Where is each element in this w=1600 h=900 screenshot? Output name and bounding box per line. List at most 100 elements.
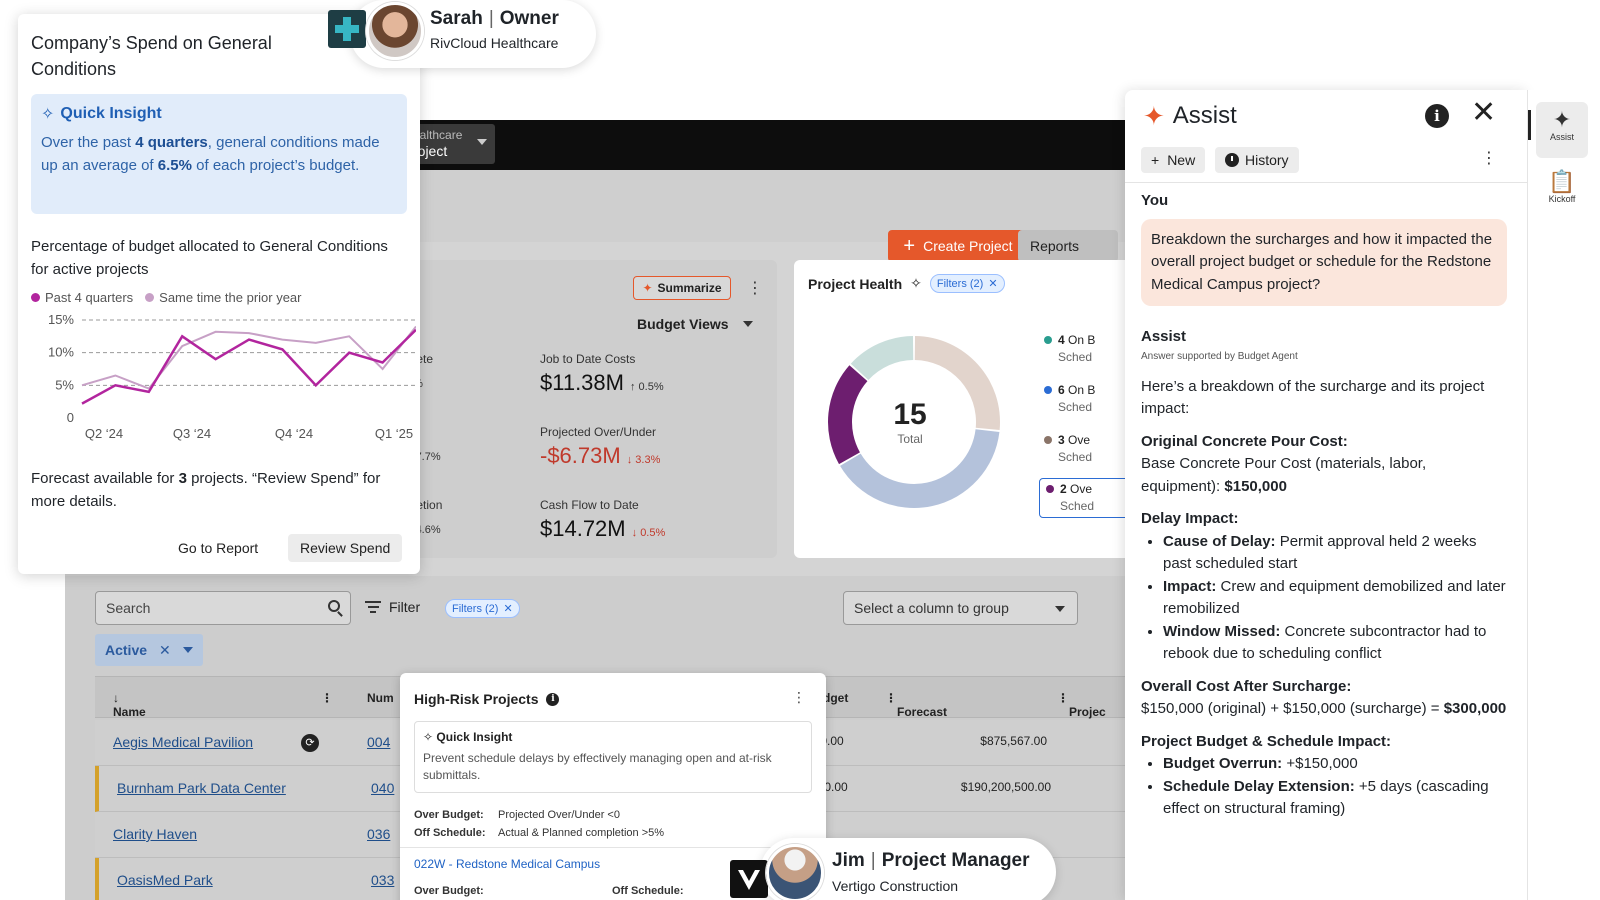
insight-highlight: 6.5%	[157, 156, 192, 174]
review-spend-button[interactable]: Review Spend	[288, 534, 403, 562]
summarize-button[interactable]: ✦ Summarize	[633, 276, 731, 300]
series-line-prior-year	[81, 325, 416, 390]
section-title: Original Concrete Pour Cost:	[1141, 432, 1348, 450]
persona-role: Owner	[499, 8, 559, 29]
persona-name-role: Jim | Project Manager	[832, 850, 1030, 871]
donut-total-label: Total	[897, 432, 923, 446]
line-chart: 15% 10% 5% 0 Q2 ‘24 Q3 ‘24 Q4 ‘24 Q1 ‘25	[48, 312, 416, 441]
forecast-text: Forecast available for 3 projects. “Revi…	[31, 468, 391, 513]
health-legend-item-selected[interactable]: 2 Ove Sched	[1039, 478, 1134, 518]
col-header-num[interactable]: Num	[367, 691, 394, 705]
legend-dot	[1044, 386, 1052, 394]
info-icon[interactable]: i	[1425, 104, 1449, 128]
donut-segment[interactable]	[850, 336, 914, 380]
y-tick-label: 5%	[55, 377, 74, 392]
user-label: You	[1141, 192, 1169, 209]
list-item: Window Missed: Concrete subcontractor ha…	[1163, 621, 1507, 666]
avatar	[366, 2, 424, 60]
health-legend-item[interactable]: 3 Ove Sched	[1044, 432, 1092, 466]
go-to-report-button[interactable]: Go to Report	[178, 540, 259, 556]
section-body: $150,000 (original) + $150,000 (surcharg…	[1141, 698, 1507, 721]
sparkle-icon: ✧	[423, 730, 434, 744]
col-header-name[interactable]: Name # ↓	[113, 691, 146, 733]
list-item-key: Impact:	[1163, 577, 1217, 595]
chart-title: Percentage of budget allocated to Genera…	[31, 238, 388, 278]
column-menu-icon[interactable]: ⋮	[321, 691, 333, 705]
insight-highlight: 4 quarters	[135, 134, 208, 151]
metric-fragment-sub-value: 7.7%	[415, 451, 441, 463]
close-icon[interactable]: ✕	[503, 603, 513, 615]
chat-transcript: You Breakdown the surcharges and how it …	[1141, 190, 1507, 831]
project-name-link[interactable]: OasisMed Park	[117, 872, 213, 888]
persona-pill-jim: Jim | Project Manager Vertigo Construction	[730, 838, 1056, 900]
chevron-down-icon[interactable]	[182, 647, 193, 653]
project-number-link[interactable]: 033	[371, 872, 395, 888]
filters-chip[interactable]: Filters (2) ✕	[445, 599, 520, 618]
project-name-link[interactable]: Burnham Park Data Center	[117, 780, 286, 796]
kebab-menu-icon[interactable]: ⋮	[792, 689, 806, 705]
filter-button[interactable]: Filter	[365, 599, 420, 615]
high-risk-title: High-Risk Projects i	[414, 691, 560, 707]
legend-item[interactable]: Past 4 quarters	[31, 290, 133, 305]
info-icon[interactable]: i	[546, 692, 560, 706]
search-icon[interactable]	[328, 600, 340, 612]
active-filter-chip[interactable]: Active ✕	[95, 634, 203, 666]
project-number-link[interactable]: 004	[367, 734, 391, 750]
project-selector[interactable]: ealthcare roject	[405, 124, 495, 164]
donut-segment[interactable]	[840, 429, 1000, 509]
insight-text: , general conditions made up an average …	[41, 134, 380, 174]
legend-label: Ove	[1070, 482, 1093, 496]
criteria-value: Projected Over/Under <0	[498, 809, 620, 821]
health-legend-item[interactable]: 4 On B Sched	[1044, 332, 1095, 366]
sort-down-icon[interactable]: ↓	[113, 691, 119, 705]
col-header-forecast[interactable]: ⋮ Forecast to Complete	[885, 691, 952, 747]
section-title: Delay Impact:	[1141, 510, 1239, 527]
forecast-text-part: projects. “Review Spend” for more detail…	[31, 470, 381, 510]
donut-segment[interactable]	[914, 336, 1000, 430]
criteria-label: Off Schedule:	[414, 827, 486, 839]
col-header-proj[interactable]: ⋮ Projec	[1057, 691, 1106, 719]
close-icon[interactable]: ✕	[988, 278, 998, 290]
quick-insight-box: ✧ Quick Insight Prevent schedule delays …	[414, 721, 812, 793]
section-title: Project Budget & Schedule Impact:	[1141, 732, 1392, 750]
create-project-button[interactable]: + Create Project	[888, 230, 1028, 262]
close-icon[interactable]: ✕	[1471, 96, 1497, 129]
project-link[interactable]: 022W - Redstone Medical Campus	[414, 857, 601, 871]
project-number-link[interactable]: 040	[371, 780, 395, 796]
legend-count: 6	[1058, 383, 1065, 397]
new-chat-button[interactable]: + New	[1141, 147, 1206, 173]
group-by-select[interactable]: Select a column to group	[843, 591, 1078, 625]
persona-company: RivCloud Healthcare	[430, 35, 559, 51]
health-legend-item[interactable]: 6 On B Sched	[1044, 382, 1095, 416]
history-button[interactable]: History	[1215, 147, 1299, 173]
budget-views-dropdown[interactable]: Budget Views	[637, 316, 753, 332]
criteria-label: Over Budget:	[414, 809, 484, 821]
kebab-menu-icon[interactable]: ⋮	[747, 280, 763, 297]
criteria-off-schedule: Off Schedule: Actual & Planned completion…	[414, 827, 664, 839]
list-item: Budget Overrun: +$150,000	[1163, 753, 1507, 776]
delay-impact-list: Cause of Delay: Permit approval held 2 w…	[1163, 531, 1507, 666]
rail-item-kickoff[interactable]: 📋 Kickoff	[1536, 164, 1588, 220]
project-selector-value: roject	[413, 143, 448, 159]
over-budget-label: Over Budget:	[414, 885, 484, 897]
filters-chip[interactable]: Filters (2) ✕	[929, 274, 1005, 293]
legend-item[interactable]: Same time the prior year	[145, 290, 302, 305]
search-input[interactable]: Search	[95, 591, 351, 625]
close-icon[interactable]: ✕	[159, 641, 171, 658]
avatar	[766, 844, 824, 900]
persona-role: Project Manager	[881, 850, 1030, 871]
legend-sub: Sched	[1058, 449, 1093, 464]
budget-impact-list: Budget Overrun: +$150,000 Schedule Delay…	[1163, 753, 1507, 821]
active-chip-label: Active	[105, 642, 148, 658]
metric-change-value: 3.3%	[635, 454, 661, 466]
chevron-down-icon	[742, 321, 753, 327]
project-name-link[interactable]: Aegis Medical Pavilion	[113, 734, 253, 750]
donut-segment[interactable]	[828, 365, 868, 465]
rail-item-assist[interactable]: ✦ Assist	[1536, 102, 1588, 158]
project-name-link[interactable]: Clarity Haven	[113, 826, 198, 842]
reports-button[interactable]: Reports	[1018, 230, 1118, 262]
kebab-menu-icon[interactable]: ⋮	[1481, 150, 1497, 167]
criteria-value: Actual & Planned completion >5%	[498, 827, 665, 839]
x-tick-label: Q1 ‘25	[375, 426, 413, 441]
project-number-link[interactable]: 036	[367, 826, 391, 842]
